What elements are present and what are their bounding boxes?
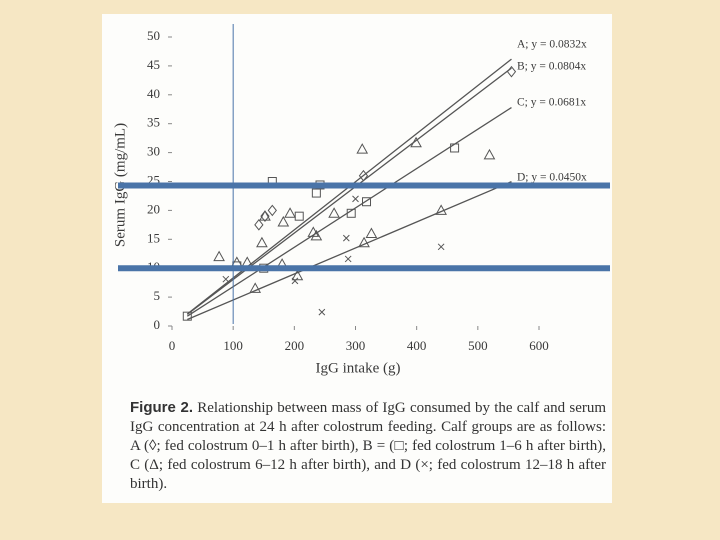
square-marker (362, 197, 372, 207)
triangle-marker (410, 136, 422, 148)
square-marker (182, 311, 192, 321)
triangle-marker (310, 229, 323, 241)
trend-label: A; y = 0.0832x (517, 39, 587, 51)
x-tick-label: 400 (407, 338, 427, 353)
triangle-marker (277, 215, 290, 227)
x-axis-title: IgG intake (g) (316, 360, 401, 376)
square-marker (450, 143, 460, 153)
y-tick-label: 0 (154, 317, 161, 332)
triangle-marker (356, 143, 369, 154)
trend-line (186, 106, 512, 317)
cross-marker (437, 243, 445, 251)
triangle-marker (259, 210, 271, 221)
caption-text: Relationship between mass of IgG consume… (130, 400, 607, 492)
triangle-marker (483, 148, 496, 160)
y-tick-label: 30 (147, 144, 160, 159)
cross-marker (342, 234, 350, 242)
y-tick-label: 35 (147, 115, 160, 130)
square-marker (311, 188, 321, 198)
triangle-marker (358, 236, 370, 248)
y-tick-label: 45 (147, 57, 160, 72)
y-tick-label: 40 (147, 86, 160, 101)
diamond-marker (267, 204, 277, 217)
x-tick-label: 0 (169, 338, 176, 353)
cross-marker (291, 277, 299, 285)
trend-label: C; y = 0.0681x (517, 97, 586, 109)
diamond-marker (254, 219, 264, 231)
trend-line (186, 67, 512, 315)
cross-marker (222, 275, 230, 283)
cross-marker (352, 195, 359, 203)
x-tick-label: 200 (285, 338, 305, 353)
trend-label: D; y = 0.0450x (517, 172, 587, 184)
x-tick-label: 600 (529, 338, 549, 353)
triangle-marker (284, 207, 296, 218)
triangle-marker (328, 207, 340, 218)
cross-marker (344, 255, 352, 263)
y-tick-label: 20 (147, 201, 160, 216)
y-tick-label: 5 (154, 288, 161, 303)
triangle-marker (213, 250, 225, 262)
triangle-marker (365, 227, 378, 239)
cross-marker (318, 308, 326, 316)
y-tick-label: 15 (147, 230, 160, 245)
triangle-marker (241, 256, 254, 267)
x-tick-label: 300 (346, 338, 366, 353)
triangle-marker (291, 269, 304, 281)
figure-panel (102, 14, 612, 503)
trend-line (187, 181, 512, 321)
x-tick-label: 100 (223, 338, 243, 353)
triangle-marker (249, 282, 262, 293)
diamond-marker (260, 210, 270, 222)
trend-label: B; y = 0.0804x (517, 61, 586, 73)
x-tick-label: 500 (468, 338, 488, 353)
triangle-marker (256, 236, 268, 248)
square-marker (294, 211, 304, 221)
caption-label: Figure 2. (130, 399, 193, 416)
y-tick-label: 50 (147, 28, 160, 43)
caption: Figure 2. Relationship between mass of I… (130, 398, 606, 494)
